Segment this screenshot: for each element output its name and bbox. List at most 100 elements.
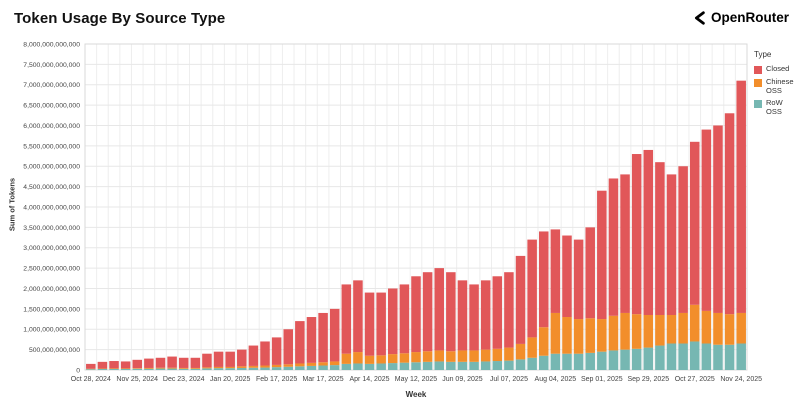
bar-segment[interactable] <box>446 351 456 362</box>
bar-segment[interactable] <box>492 348 503 362</box>
bar-segment[interactable] <box>492 361 503 370</box>
bar-segment[interactable] <box>527 337 537 358</box>
bar-segment[interactable] <box>550 312 561 354</box>
bar-segment[interactable] <box>562 235 572 318</box>
bar-segment[interactable] <box>689 304 700 342</box>
bar-segment[interactable] <box>411 362 421 370</box>
bar-segment[interactable] <box>515 343 526 360</box>
bar-segment[interactable] <box>434 361 444 370</box>
bar-segment[interactable] <box>399 284 410 354</box>
bar-segment[interactable] <box>724 344 735 370</box>
bar-segment[interactable] <box>97 368 108 370</box>
bar-segment[interactable] <box>271 367 282 370</box>
bar-segment[interactable] <box>86 369 96 370</box>
bar-segment[interactable] <box>306 362 317 366</box>
bar-segment[interactable] <box>538 327 549 356</box>
bar-segment[interactable] <box>178 357 189 368</box>
bar-segment[interactable] <box>422 361 433 370</box>
bar-segment[interactable] <box>655 162 665 315</box>
bar-segment[interactable] <box>225 368 235 370</box>
bar-segment[interactable] <box>469 350 479 362</box>
bar-segment[interactable] <box>341 353 352 364</box>
bar-segment[interactable] <box>655 314 665 346</box>
bar-segment[interactable] <box>295 321 305 364</box>
bar-segment[interactable] <box>399 353 410 363</box>
bar-segment[interactable] <box>597 190 607 320</box>
bar-segment[interactable] <box>248 367 259 370</box>
bar-segment[interactable] <box>678 343 688 370</box>
bar-segment[interactable] <box>202 368 212 370</box>
bar-segment[interactable] <box>492 276 503 349</box>
bar-segment[interactable] <box>376 355 386 364</box>
bar-segment[interactable] <box>109 361 119 369</box>
bar-segment[interactable] <box>388 354 398 364</box>
bar-segment[interactable] <box>643 347 654 370</box>
bar-segment[interactable] <box>329 308 340 362</box>
bar-segment[interactable] <box>527 239 537 338</box>
bar-segment[interactable] <box>295 363 305 367</box>
bar-segment[interactable] <box>504 360 514 370</box>
bar-segment[interactable] <box>109 368 119 370</box>
bar-segment[interactable] <box>190 357 201 368</box>
bar-segment[interactable] <box>318 312 328 363</box>
bar-segment[interactable] <box>573 353 584 370</box>
bar-segment[interactable] <box>271 364 282 368</box>
legend-item-closed[interactable]: Closed <box>754 64 800 74</box>
bar-segment[interactable] <box>608 315 619 351</box>
bar-segment[interactable] <box>515 255 526 344</box>
bar-segment[interactable] <box>527 357 537 370</box>
bar-segment[interactable] <box>120 368 131 369</box>
plot-area[interactable]: 0 500,000,000,000 1,000,000,000,000 1,500,0… <box>0 38 795 390</box>
bar-segment[interactable] <box>620 312 630 350</box>
bar-segment[interactable] <box>573 319 584 354</box>
bar-segment[interactable] <box>364 355 375 364</box>
bar-segment[interactable] <box>573 239 584 320</box>
bar-segment[interactable] <box>689 141 700 305</box>
bar-segment[interactable] <box>538 231 549 328</box>
bar-segment[interactable] <box>422 351 433 362</box>
bar-segment[interactable] <box>237 367 247 370</box>
bar-segment[interactable] <box>620 174 630 313</box>
bar-segment[interactable] <box>399 362 410 370</box>
bar-segment[interactable] <box>225 351 235 367</box>
bar-segment[interactable] <box>643 149 654 315</box>
bar-segment[interactable] <box>736 312 746 344</box>
bar-segment[interactable] <box>655 345 665 370</box>
bar-segment[interactable] <box>597 319 607 352</box>
bar-segment[interactable] <box>306 365 317 370</box>
bar-segment[interactable] <box>457 280 468 351</box>
bar-segment[interactable] <box>724 113 735 315</box>
bar-segment[interactable] <box>353 280 363 353</box>
bar-segment[interactable] <box>446 272 456 352</box>
legend-item-row-oss[interactable]: RoW OSS <box>754 98 800 116</box>
bar-segment[interactable] <box>597 351 607 370</box>
bar-segment[interactable] <box>341 284 352 354</box>
bar-segment[interactable] <box>411 352 421 363</box>
bar-segment[interactable] <box>202 367 212 369</box>
bar-segment[interactable] <box>666 174 677 315</box>
bar-segment[interactable] <box>446 361 456 370</box>
bar-segment[interactable] <box>515 359 526 370</box>
bar-segment[interactable] <box>469 361 479 370</box>
bar-segment[interactable] <box>469 284 479 351</box>
bar-segment[interactable] <box>538 355 549 370</box>
bar-segment[interactable] <box>86 363 96 369</box>
bar-segment[interactable] <box>480 349 491 362</box>
bar-segment[interactable] <box>248 345 259 366</box>
bar-segment[interactable] <box>550 353 561 370</box>
bar-segment[interactable] <box>620 349 630 370</box>
bar-segment[interactable] <box>190 368 201 370</box>
bar-segment[interactable] <box>562 317 572 354</box>
bar-segment[interactable] <box>480 280 491 350</box>
bar-segment[interactable] <box>504 272 514 348</box>
bar-segment[interactable] <box>120 368 131 370</box>
bar-segment[interactable] <box>608 350 619 370</box>
bar-segment[interactable] <box>376 363 386 370</box>
bar-segment[interactable] <box>260 365 270 368</box>
bar-segment[interactable] <box>364 292 375 356</box>
bar-segment[interactable] <box>295 366 305 370</box>
bar-segment[interactable] <box>353 352 363 364</box>
bar-segment[interactable] <box>178 367 189 369</box>
bar-segment[interactable] <box>631 348 642 370</box>
bar-segment[interactable] <box>306 317 317 363</box>
